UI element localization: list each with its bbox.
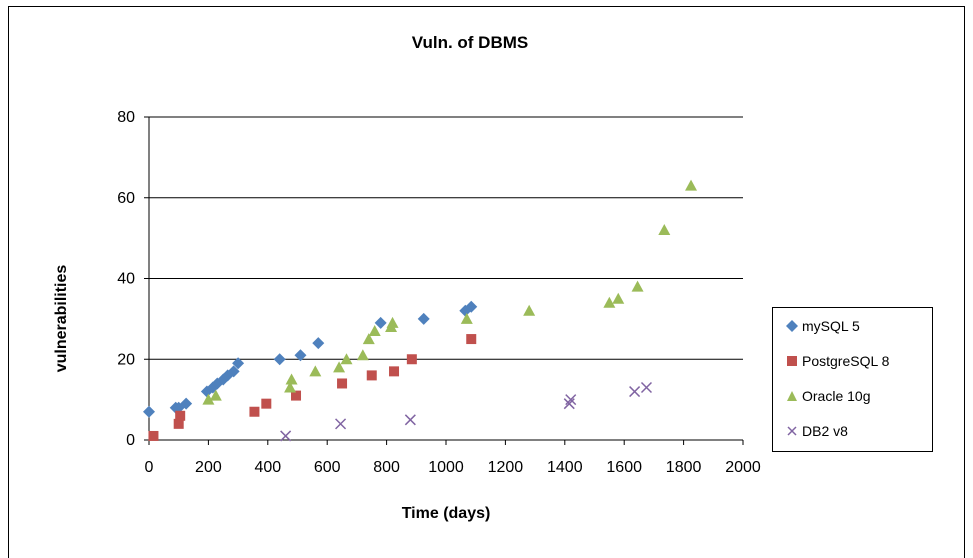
x-tick-label: 1400 (547, 459, 583, 476)
point-mysql-5 (465, 300, 478, 313)
point-db2-v8 (565, 394, 577, 406)
point-db2-v8 (629, 386, 641, 398)
point-mysql-5 (417, 312, 430, 325)
legend-label: DB2 v8 (802, 423, 848, 439)
point-db2-v8 (640, 381, 653, 394)
point-mysql-5 (312, 337, 325, 350)
legend-marker-x-icon (787, 426, 797, 436)
x-tick-label: 0 (145, 459, 154, 476)
point-postgresql-8 (148, 430, 159, 441)
chart-title: Vuln. of DBMS (411, 33, 529, 52)
x-tick-label: 1800 (666, 459, 702, 476)
x-tick-label: 1200 (488, 459, 524, 476)
point-oracle-10g (285, 373, 298, 385)
point-oracle-10g (386, 316, 399, 328)
point-mysql-5 (143, 405, 155, 418)
chart-area (8, 6, 965, 558)
y-tick-label: 0 (126, 432, 135, 449)
point-postgresql-8 (291, 390, 302, 401)
x-tick-label: 200 (195, 459, 222, 476)
legend-marker-square-icon (787, 356, 797, 366)
point-oracle-10g (209, 389, 222, 401)
point-postgresql-8 (173, 418, 184, 429)
point-oracle-10g (362, 333, 375, 345)
legend-item-mysql-5: mySQL 5 (785, 318, 860, 334)
point-postgresql-8 (366, 370, 377, 381)
x-axis-title: Time (days) (402, 505, 491, 522)
point-oracle-10g (523, 304, 536, 316)
legend-label: PostgreSQL 8 (802, 353, 890, 369)
point-oracle-10g (658, 224, 671, 236)
y-tick-label: 40 (117, 271, 135, 288)
x-tick-label: 400 (254, 459, 281, 476)
point-postgresql-8 (175, 410, 186, 421)
point-db2-v8 (335, 418, 347, 430)
point-oracle-10g (309, 365, 322, 377)
legend-label: mySQL 5 (802, 318, 860, 334)
point-oracle-10g (603, 296, 616, 308)
point-oracle-10g (631, 280, 644, 292)
point-db2-v8 (563, 398, 575, 410)
point-postgresql-8 (389, 366, 400, 377)
point-mysql-5 (180, 397, 193, 410)
legend-label: Oracle 10g (802, 388, 871, 404)
point-postgresql-8 (249, 406, 260, 417)
point-oracle-10g (333, 361, 346, 373)
point-mysql-5 (294, 349, 307, 362)
legend-item-oracle-10g: Oracle 10g (785, 388, 870, 404)
legend: mySQL 5 PostgreSQL 8 Oracle 10g DB2 v8 (772, 307, 933, 452)
point-postgresql-8 (406, 354, 417, 365)
point-mysql-5 (227, 365, 240, 378)
y-tick-label: 80 (117, 109, 135, 126)
point-oracle-10g (202, 393, 215, 405)
point-postgresql-8 (261, 398, 272, 409)
y-axis-title: vulnerabilities (53, 265, 70, 373)
point-mysql-5 (374, 316, 387, 329)
x-tick-label: 2000 (725, 459, 761, 476)
point-mysql-5 (232, 357, 245, 370)
point-oracle-10g (612, 292, 625, 304)
point-oracle-10g (460, 312, 473, 324)
x-tick-label: 1600 (606, 459, 642, 476)
point-oracle-10g (340, 353, 353, 365)
point-oracle-10g (284, 381, 297, 393)
point-oracle-10g (368, 324, 381, 336)
x-tick-label: 600 (314, 459, 341, 476)
x-tick-label: 800 (373, 459, 400, 476)
point-postgresql-8 (337, 378, 348, 389)
legend-marker-diamond-icon (786, 320, 798, 332)
legend-item-db2-v8: DB2 v8 (785, 423, 848, 439)
y-tick-label: 60 (117, 190, 135, 207)
legend-marker-triangle-icon (787, 391, 797, 401)
y-tick-label: 20 (117, 351, 135, 368)
x-tick-label: 1000 (428, 459, 464, 476)
point-postgresql-8 (466, 334, 477, 345)
point-db2-v8 (280, 430, 292, 442)
point-oracle-10g (356, 349, 369, 361)
point-db2-v8 (404, 414, 416, 426)
point-oracle-10g (685, 179, 698, 191)
legend-item-postgresql-8: PostgreSQL 8 (785, 353, 889, 369)
point-mysql-5 (273, 353, 286, 366)
